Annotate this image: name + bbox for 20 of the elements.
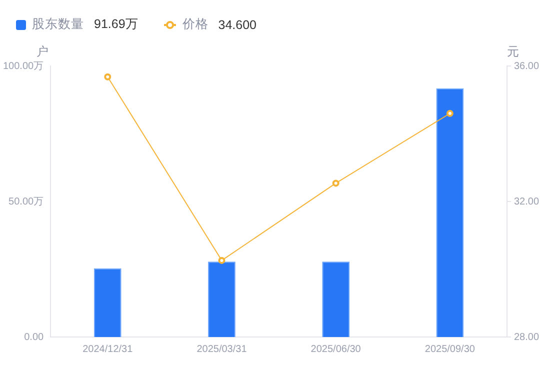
point	[104, 73, 112, 80]
y2-tick-label: 36.00	[514, 60, 540, 72]
y-tick-label: 100.00万	[2, 60, 44, 72]
y-tick-label: 50.00万	[8, 196, 44, 208]
text: 91.69万	[94, 16, 138, 33]
legend-label: 股东数量	[32, 16, 84, 33]
point	[446, 110, 454, 117]
y-axis-title: 户	[36, 44, 49, 58]
text: 34.600	[218, 18, 257, 32]
x-tick-label: 2024/12/31	[82, 344, 134, 355]
point	[218, 256, 226, 264]
x-tick-label: 2025/03/31	[196, 344, 248, 355]
y-tick-label: 0.00	[24, 332, 44, 343]
point	[332, 180, 340, 187]
legend-label: 价格	[182, 16, 208, 33]
y2-axis-title: 元	[506, 44, 519, 58]
y2-tick-label: 32.00	[514, 196, 540, 208]
x-tick-label: 2025/06/30	[310, 344, 362, 355]
y2-tick-label: 28.00	[514, 332, 540, 343]
x-tick-label: 2025/09/30	[424, 344, 476, 355]
